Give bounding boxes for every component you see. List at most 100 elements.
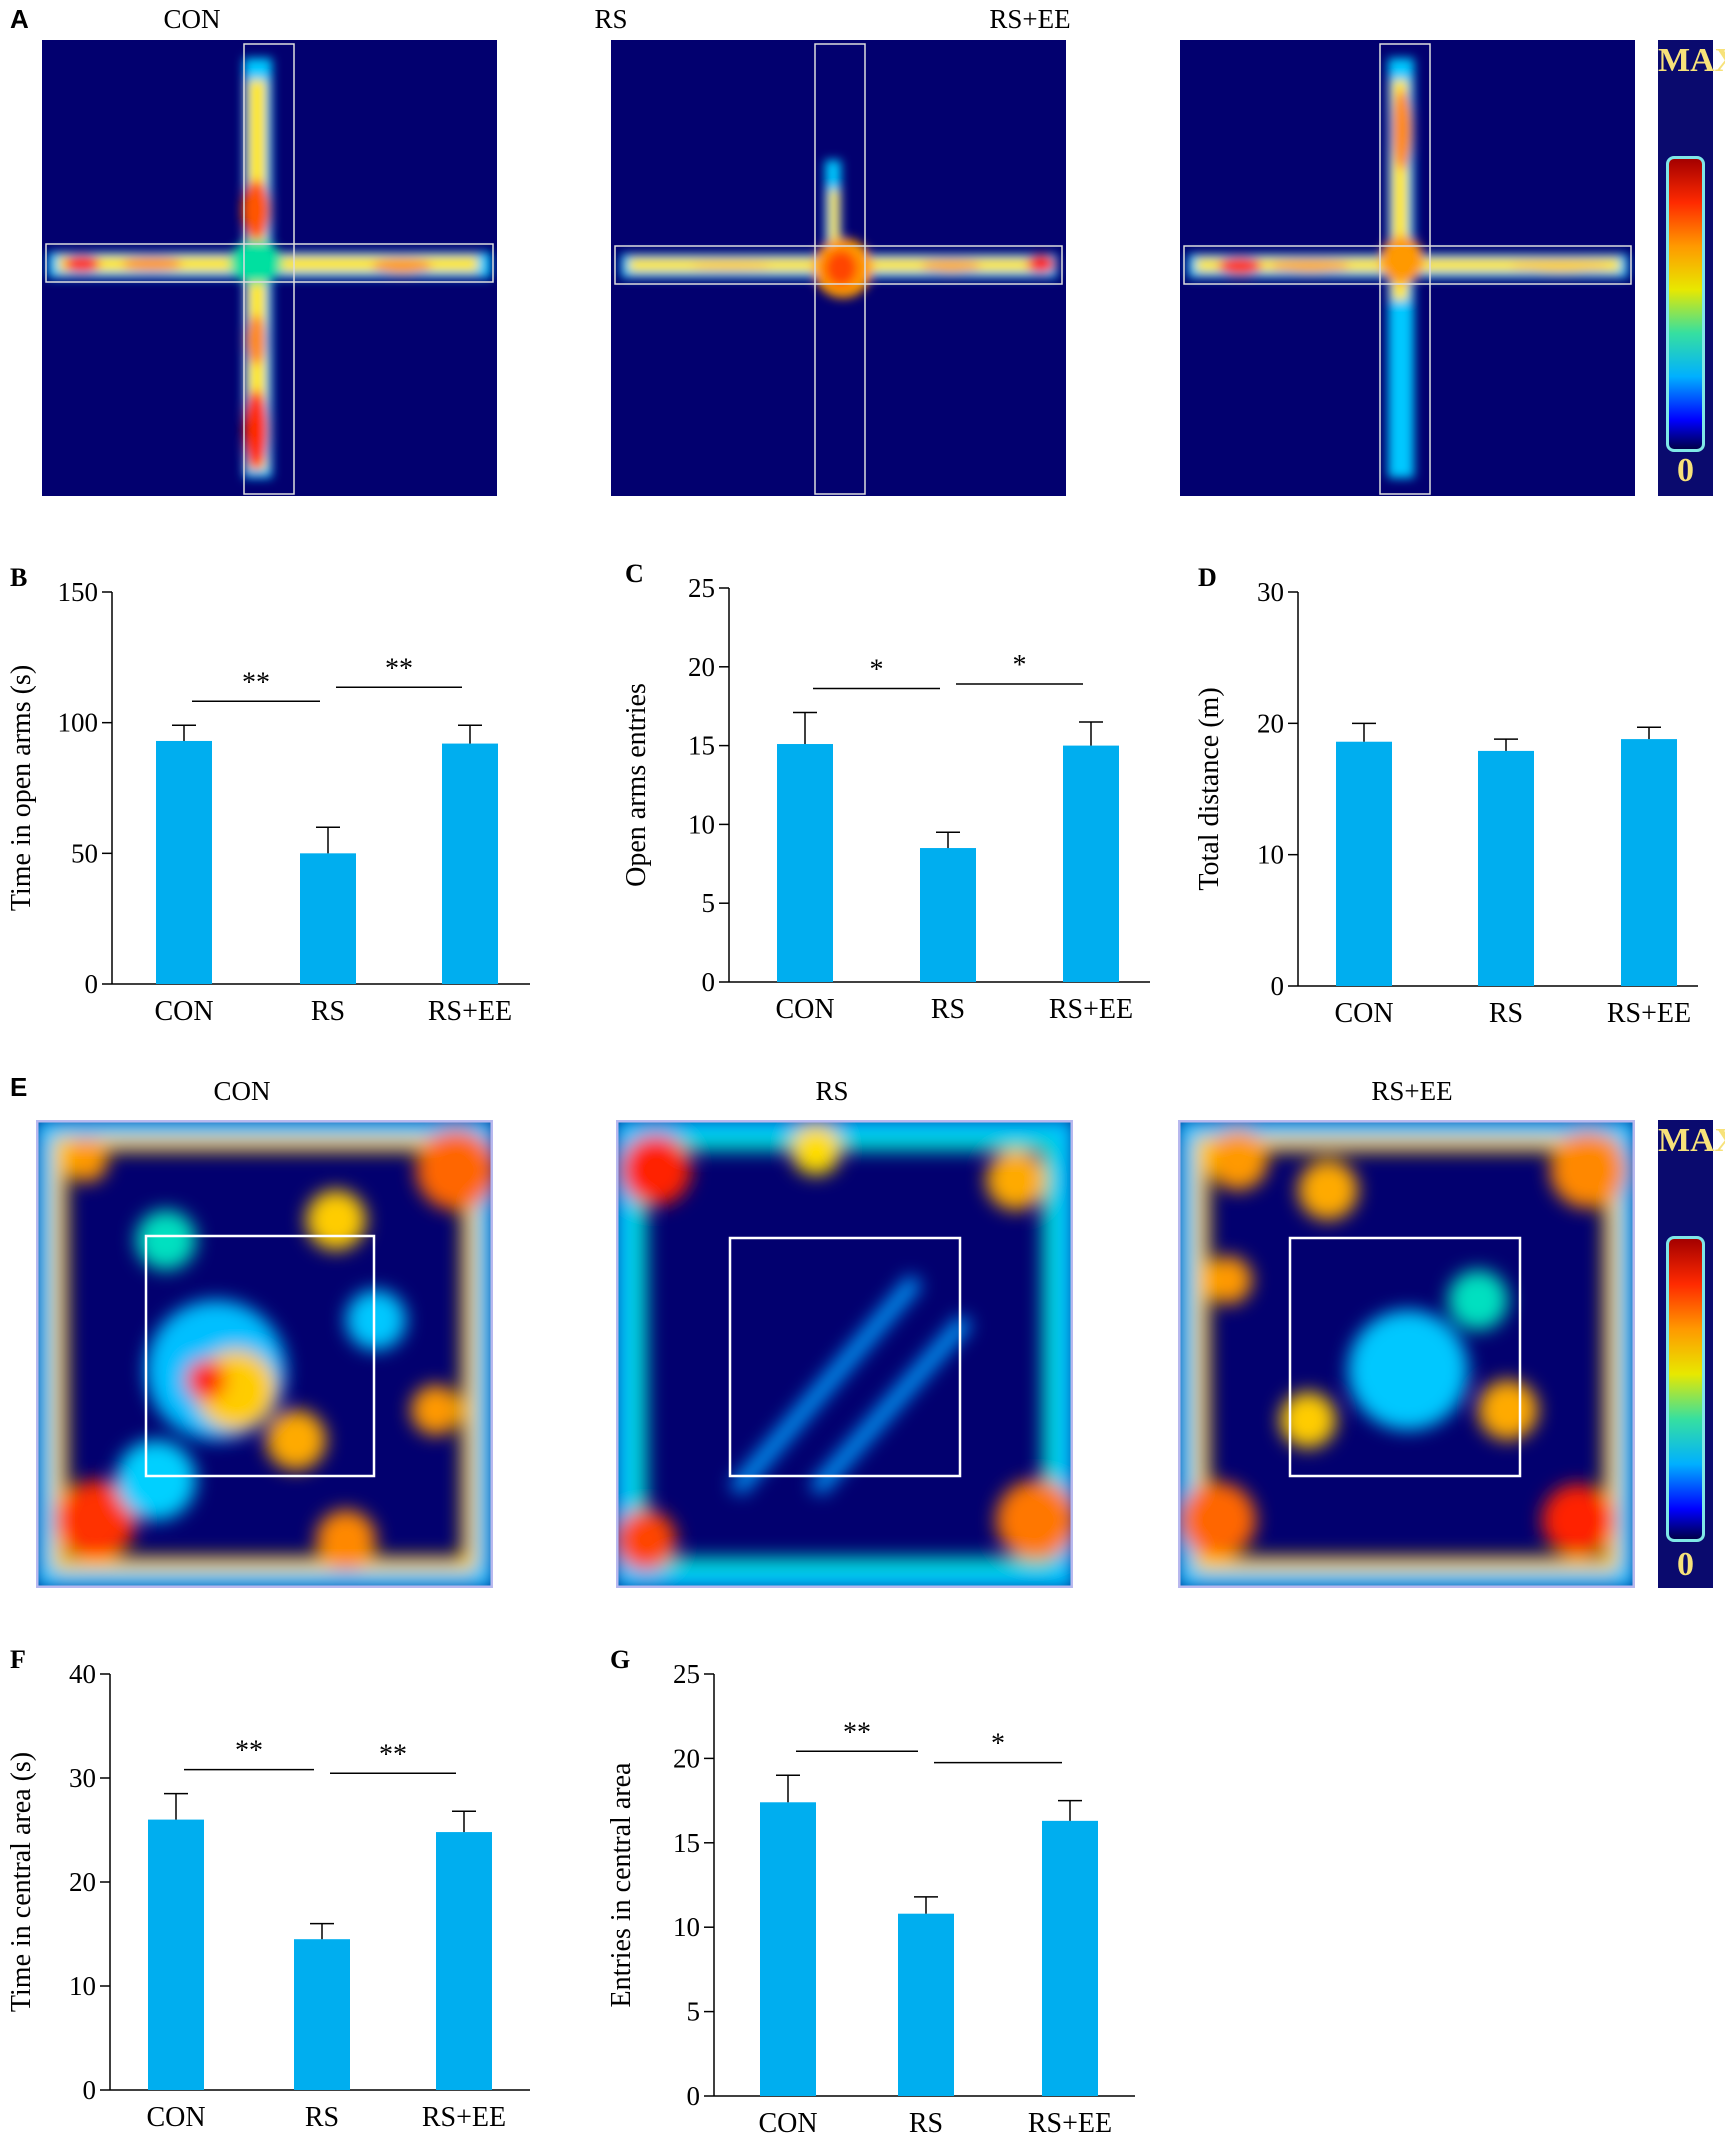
y-tick-label: 20 (1257, 708, 1284, 738)
maze-heatmap-rs (611, 40, 1066, 496)
bar-rs (920, 848, 976, 982)
maze-heatmap-rs-ee (1180, 40, 1635, 496)
colorbar-a: MAX 0 (1658, 40, 1725, 496)
bar-rs-ee (1042, 1820, 1098, 2096)
bar-con (777, 744, 833, 982)
y-tick-label: 0 (687, 2081, 701, 2111)
y-tick-label: 15 (673, 1828, 700, 1858)
x-tick-label: RS (305, 2102, 339, 2133)
field-title-rs-ee: RS+EE (1371, 1076, 1453, 1106)
bar-rs (294, 1939, 350, 2090)
bar-rs-ee (1063, 745, 1119, 982)
significance-marker: * (870, 655, 884, 686)
x-tick-label: CON (1334, 998, 1393, 1029)
y-tick-label: 30 (69, 1763, 96, 1793)
x-tick-label: CON (775, 994, 834, 1025)
heatmap-title-con: CON (163, 4, 221, 34)
significance-marker: * (1013, 650, 1027, 681)
colorbar-min-label: 0 (1677, 452, 1694, 489)
y-tick-label: 50 (71, 838, 98, 868)
field-title-con: CON (213, 1076, 271, 1106)
x-tick-label: RS (1489, 998, 1523, 1029)
y-tick-label: 25 (673, 1659, 700, 1689)
y-axis-label: Open arms entries (621, 683, 652, 887)
y-tick-label: 5 (702, 888, 716, 918)
significance-marker: ** (843, 1717, 871, 1748)
chart-total-distance: D 0 10 20 30 Total distance (m) CON RS RS+EE (1194, 563, 1698, 1029)
bar-rs (898, 1913, 954, 2096)
significance-marker: ** (385, 653, 413, 684)
y-tick-label: 0 (85, 969, 99, 999)
colorbar-gradient (1666, 1236, 1705, 1542)
bar-con (760, 1802, 816, 2096)
y-tick-label: 30 (1257, 577, 1284, 607)
y-tick-label: 20 (688, 652, 715, 682)
colorbar-min-label: 0 (1677, 1546, 1694, 1583)
x-tick-label: RS+EE (1049, 994, 1133, 1025)
bar-con (156, 740, 212, 984)
significance-marker: ** (379, 1739, 407, 1770)
x-tick-label: RS+EE (1028, 2108, 1112, 2133)
chart-open-arms-entries: C 0 5 10 15 20 25 Open arms entries CON RS RS+EE * * (621, 559, 1150, 1025)
y-tick-label: 40 (69, 1659, 96, 1689)
field-heatmap-con (36, 1120, 493, 1588)
bar-con (148, 1819, 204, 2090)
y-tick-label: 5 (687, 1997, 701, 2027)
x-tick-label: CON (146, 2102, 205, 2133)
heatmap-title-rs-ee: RS+EE (989, 4, 1071, 34)
chart-entries-central-area: G 0 5 10 15 20 25 Entries in central area CON RS R… (606, 1645, 1135, 2133)
panel-label-b: B (10, 563, 27, 592)
y-tick-label: 10 (69, 1971, 96, 2001)
colorbar-max-label: MAX (1658, 1122, 1725, 1159)
bar-rs-ee (436, 1832, 492, 2090)
field-heatmap-rs-ee (1178, 1120, 1635, 1588)
significance-marker: * (991, 1729, 1005, 1760)
x-tick-label: RS (931, 994, 965, 1025)
y-tick-label: 15 (688, 731, 715, 761)
panel-label-d: D (1198, 563, 1217, 592)
y-tick-label: 10 (688, 809, 715, 839)
x-tick-label: RS+EE (422, 2102, 506, 2133)
chart-time-central-area: F 0 10 20 30 40 Time in central area (s) CON RS R… (6, 1645, 530, 2133)
y-tick-label: 150 (58, 577, 99, 607)
y-tick-label: 25 (688, 573, 715, 603)
colorbar-e: MAX 0 (1658, 1120, 1725, 1588)
significance-marker: ** (242, 667, 270, 698)
y-axis-label: Total distance (m) (1194, 687, 1225, 890)
maze-heatmap-con (42, 40, 497, 496)
colorbar-max-label: MAX (1658, 42, 1725, 79)
chart-time-open-arms: B 0 50 100 150 Time in open arms (s) CON RS RS+E… (6, 563, 530, 1027)
x-tick-label: CON (758, 2108, 817, 2133)
colorbar-gradient (1666, 156, 1705, 452)
y-tick-label: 10 (673, 1912, 700, 1942)
y-axis-label: Time in central area (s) (6, 1752, 37, 2012)
panel-label-f: F (10, 1645, 26, 1674)
heatmap-title-rs: RS (594, 4, 628, 34)
x-tick-label: RS+EE (1607, 998, 1691, 1029)
bar-rs (1478, 750, 1534, 986)
y-tick-label: 20 (69, 1867, 96, 1897)
bar-rs-ee (442, 743, 498, 984)
x-tick-label: RS+EE (428, 996, 512, 1027)
bar-rs-ee (1621, 739, 1677, 986)
bar-con (1336, 741, 1392, 986)
y-axis-label: Time in open arms (s) (6, 665, 37, 911)
panel-label-g: G (610, 1645, 630, 1674)
panel-label-a: A (10, 4, 29, 34)
y-tick-label: 0 (83, 2075, 97, 2105)
x-tick-label: CON (154, 996, 213, 1027)
x-tick-label: RS (311, 996, 345, 1027)
bar-rs (300, 853, 356, 984)
y-axis-label: Entries in central area (606, 1762, 637, 2007)
x-tick-label: RS (909, 2108, 943, 2133)
panel-label-c: C (625, 559, 644, 588)
field-title-rs: RS (815, 1076, 849, 1106)
y-tick-label: 100 (58, 708, 99, 738)
panel-label-e: E (10, 1072, 28, 1102)
y-tick-label: 10 (1257, 840, 1284, 870)
significance-marker: ** (235, 1736, 263, 1767)
y-tick-label: 0 (702, 967, 716, 997)
y-tick-label: 20 (673, 1743, 700, 1773)
field-heatmap-rs (616, 1120, 1073, 1588)
y-tick-label: 0 (1271, 971, 1285, 1001)
